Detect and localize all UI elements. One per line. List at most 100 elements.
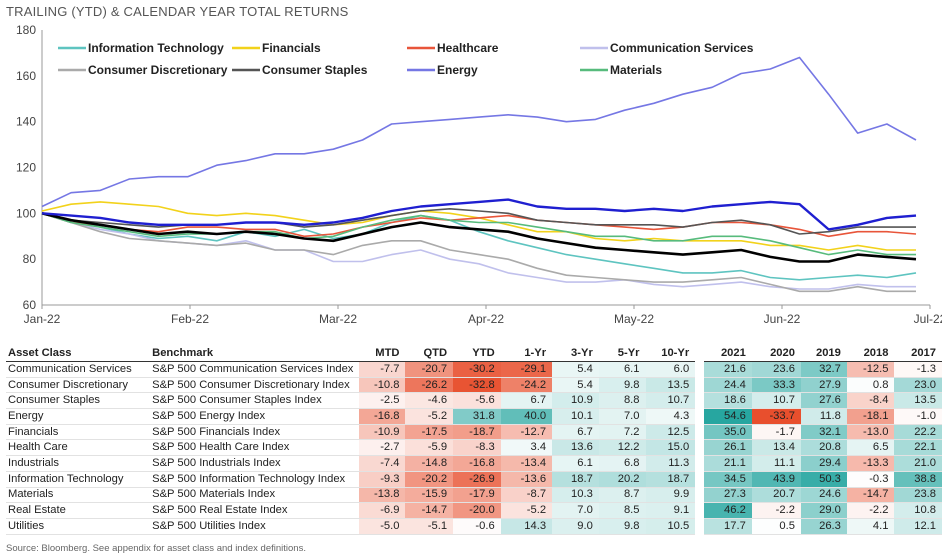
return-cell: 10.7 xyxy=(645,392,696,410)
legend-entry-4: Consumer Discretionary xyxy=(58,63,228,77)
return-cell: 6.0 xyxy=(645,361,696,378)
x-axis: Jan-22 Feb-22 Mar-22 Apr-22 May-22 Jun-22 Jul-… xyxy=(24,304,942,326)
return-cell: -0.6 xyxy=(453,518,501,535)
return-cell: 38.8 xyxy=(894,471,942,488)
column-header-12: 2018 xyxy=(846,346,895,362)
benchmark-cell: S&P 500 Consumer Discretionary Index xyxy=(150,377,360,394)
return-cell: -5.6 xyxy=(453,392,501,410)
return-cell: -33.7 xyxy=(751,408,801,425)
series-line-4 xyxy=(41,212,916,293)
return-cell: 35.0 xyxy=(704,424,752,441)
legend-label-7: Materials xyxy=(610,63,662,77)
return-cell: -7.7 xyxy=(359,361,406,378)
return-cell: -14.7 xyxy=(846,487,895,504)
legend-label-5: Consumer Staples xyxy=(262,63,368,77)
return-cell: -1.0 xyxy=(894,408,942,425)
return-cell: -17.5 xyxy=(405,424,454,441)
table-row: Materials S&P 500 Materials Index -13.8 -15… xyxy=(6,487,942,504)
return-cell: 5.4 xyxy=(552,361,599,378)
return-cell: 50.3 xyxy=(800,471,847,488)
return-cell: -16.8 xyxy=(453,455,501,472)
line-chart: 60 80 100 120 140 160 180 Jan-22 Feb-22 Mar-22 Ap… xyxy=(16,23,942,326)
return-cell: 20.7 xyxy=(751,487,801,504)
return-cell: -6.9 xyxy=(359,502,406,519)
return-cell: 7.0 xyxy=(598,408,646,425)
return-cell: -8.3 xyxy=(453,439,501,457)
return-cell: -8.4 xyxy=(846,392,895,410)
return-cell: 32.7 xyxy=(800,361,847,378)
column-header-13: 2017 xyxy=(894,346,942,362)
table-row: Communication Services S&P 500 Communicat… xyxy=(6,361,942,378)
asset-class-cell: Financials xyxy=(6,424,151,441)
y-tick-label-4: 140 xyxy=(16,115,36,129)
return-cell: -26.9 xyxy=(453,471,501,488)
return-cell: 13.5 xyxy=(645,377,696,394)
column-header-1: Benchmark xyxy=(150,346,360,362)
benchmark-cell: S&P 500 Information Technology Index xyxy=(150,471,360,488)
chart-title: TRAILING (YTD) & CALENDAR YEAR TOTAL RET… xyxy=(6,4,349,19)
return-cell: -2.2 xyxy=(751,502,801,519)
legend: Information Technology Financials Healthca… xyxy=(58,41,754,77)
return-cell: -13.8 xyxy=(359,487,406,504)
return-cell: 22.1 xyxy=(894,439,942,457)
benchmark-cell: S&P 500 Financials Index xyxy=(150,424,360,441)
return-cell: 24.4 xyxy=(704,377,752,394)
return-cell: 15.0 xyxy=(645,439,696,457)
return-cell: 0.8 xyxy=(846,377,895,394)
return-cell: -14.7 xyxy=(405,502,454,519)
return-cell: 7.2 xyxy=(598,424,646,441)
table-row: Real Estate S&P 500 Real Estate Index -6.9… xyxy=(6,502,942,519)
legend-entry-7: Materials xyxy=(580,63,662,77)
return-cell: 11.8 xyxy=(800,408,847,425)
asset-class-cell: Materials xyxy=(6,487,151,504)
column-header-7: 5-Yr xyxy=(598,346,646,362)
return-cell: 6.1 xyxy=(552,455,599,472)
return-cell: -18.1 xyxy=(846,408,895,425)
series-line-0 xyxy=(41,212,917,281)
return-cell: 43.9 xyxy=(751,471,801,488)
benchmark-cell: S&P 500 Utilities Index xyxy=(150,518,360,535)
return-cell: -9.3 xyxy=(359,471,406,488)
return-cell: 12.2 xyxy=(598,439,646,457)
return-cell: -5.2 xyxy=(405,408,454,425)
return-cell: 0.5 xyxy=(751,518,801,535)
return-cell: -24.2 xyxy=(500,377,553,394)
return-cell: -4.6 xyxy=(405,392,454,410)
return-cell: 32.1 xyxy=(800,424,847,441)
x-tick-label-0: Jan-22 xyxy=(24,312,61,326)
table-row: Consumer Discretionary S&P 500 Consumer D… xyxy=(6,377,942,394)
y-tick-label-0: 60 xyxy=(23,298,37,312)
return-cell: -18.7 xyxy=(453,424,501,441)
return-cell: 9.1 xyxy=(645,502,696,519)
legend-label-0: Information Technology xyxy=(88,41,224,55)
return-cell: 21.0 xyxy=(894,455,942,472)
series-line-6 xyxy=(41,56,917,208)
asset-class-cell: Communication Services xyxy=(6,361,151,378)
return-cell: -13.3 xyxy=(846,455,895,472)
legend-entry-1: Financials xyxy=(232,41,321,55)
legend-entry-2: Healthcare xyxy=(407,41,499,55)
return-cell: -10.8 xyxy=(359,377,406,394)
return-cell: 23.0 xyxy=(894,377,942,394)
return-cell: -32.8 xyxy=(453,377,501,394)
return-cell: 21.6 xyxy=(704,361,752,378)
series-line-9 xyxy=(41,198,917,231)
return-cell: 8.8 xyxy=(598,392,646,410)
return-cell: -13.6 xyxy=(500,471,553,488)
return-cell: 27.9 xyxy=(800,377,847,394)
x-tick-label-1: Feb-22 xyxy=(171,312,209,326)
return-cell: 18.7 xyxy=(552,471,599,488)
return-cell: -30.2 xyxy=(453,361,501,378)
asset-class-cell: Utilities xyxy=(6,518,151,535)
return-cell: 6.8 xyxy=(598,455,646,472)
return-cell: 5.4 xyxy=(552,377,599,394)
return-cell: 27.3 xyxy=(704,487,752,504)
legend-entry-0: Information Technology xyxy=(58,41,224,55)
return-cell: -12.5 xyxy=(846,361,895,378)
x-tick-label-6: Jul-22 xyxy=(914,312,942,326)
return-cell: 6.5 xyxy=(846,439,895,457)
series-line-7 xyxy=(41,212,916,256)
return-cell: -5.9 xyxy=(405,439,454,457)
asset-class-cell: Information Technology xyxy=(6,471,151,488)
return-cell: -7.4 xyxy=(359,455,406,472)
